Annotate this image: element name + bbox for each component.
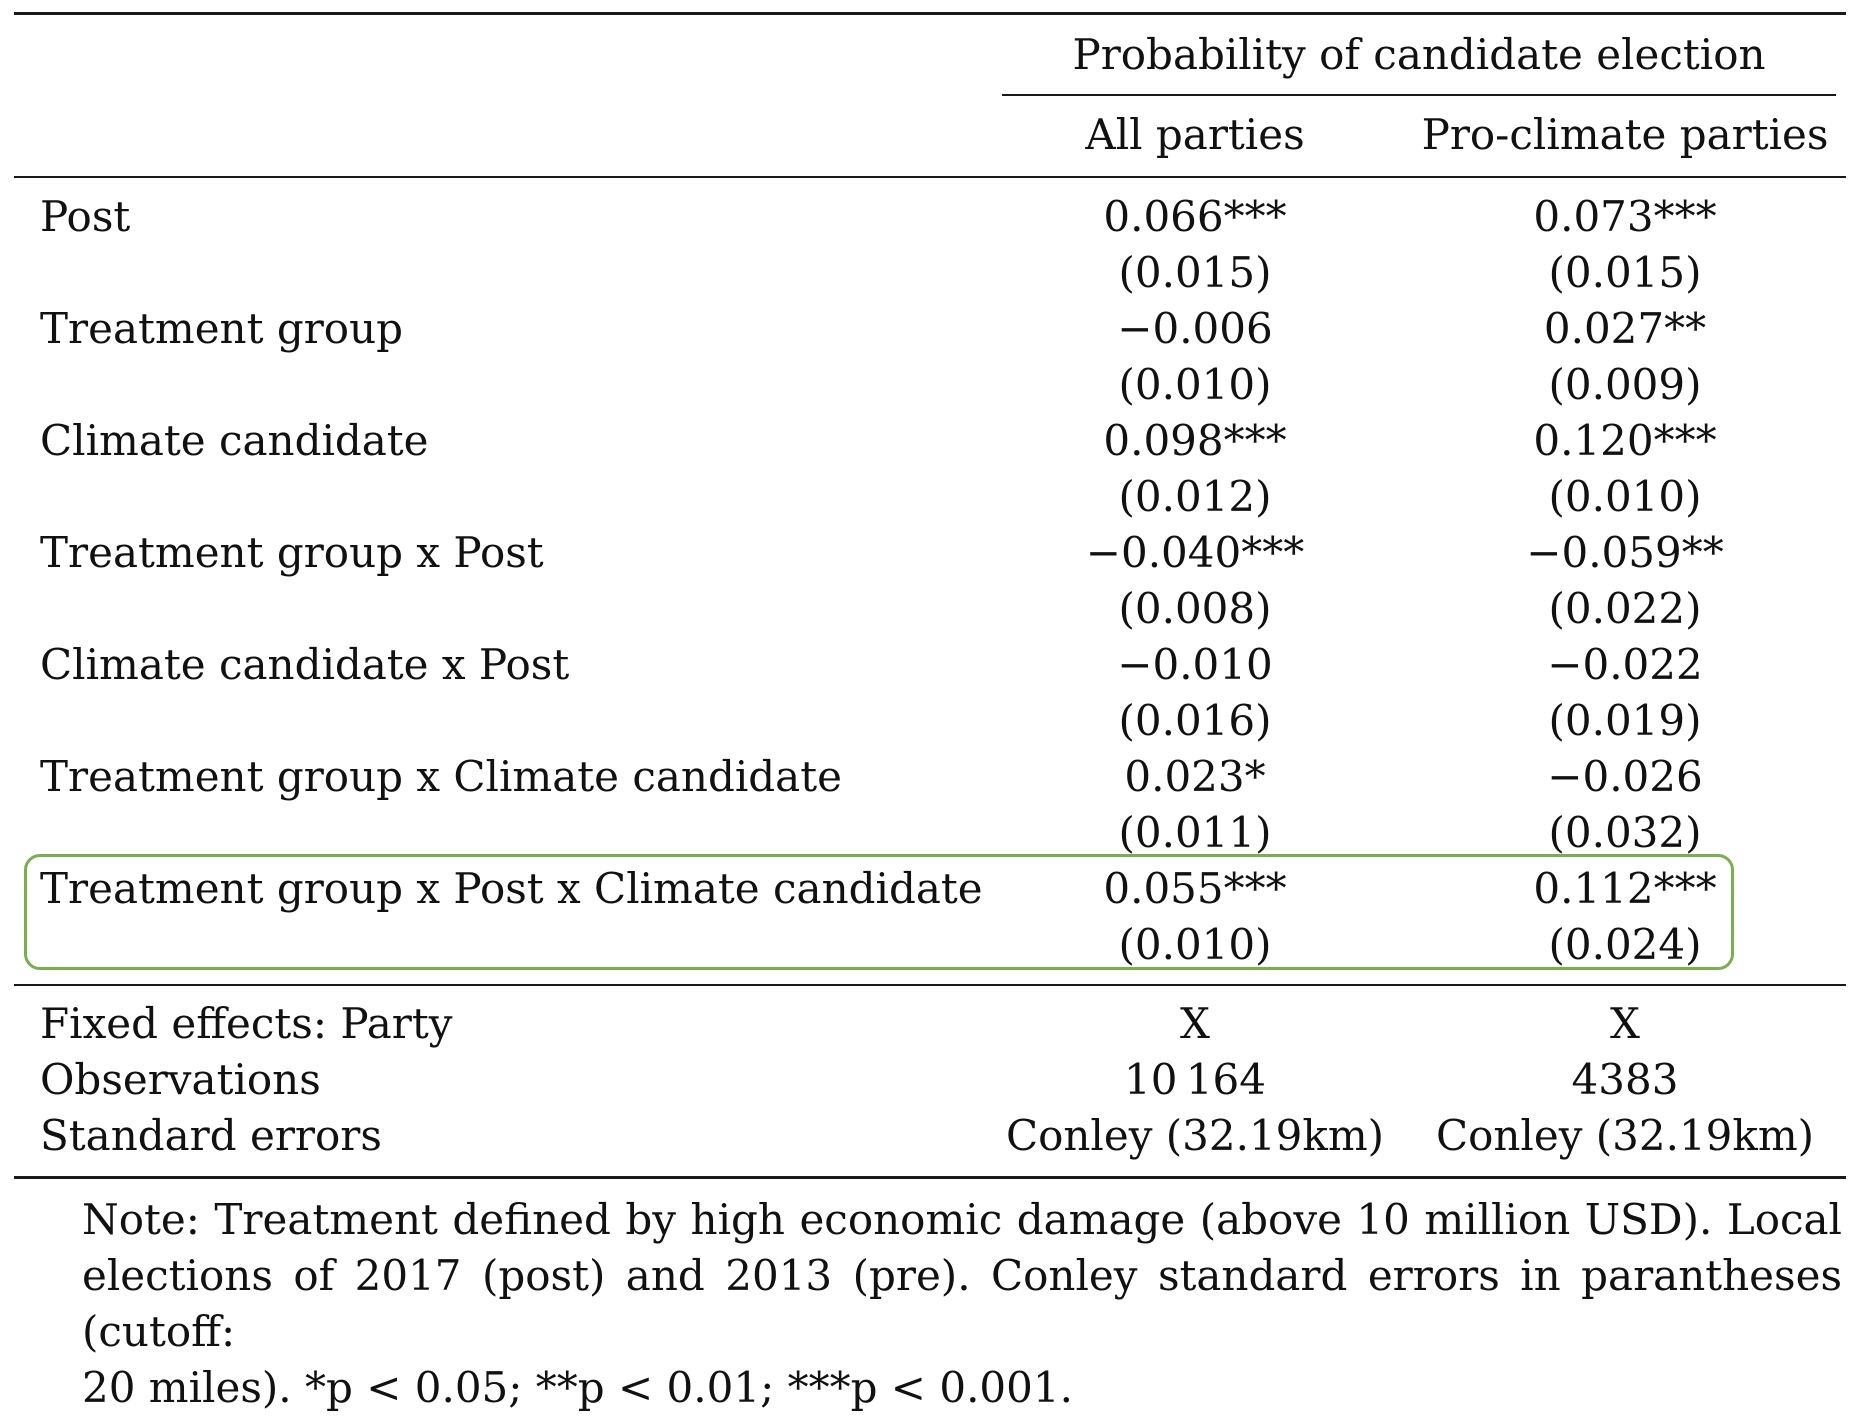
se-cell: (0.010) [1118, 920, 1272, 969]
footer-cell: Conley (32.19km) [1005, 1111, 1385, 1160]
se-cell: (0.008) [1118, 584, 1272, 633]
coef-cell: −0.006 [1117, 304, 1273, 353]
body-bottom-rule [14, 984, 1846, 986]
se-cell: (0.015) [1548, 248, 1702, 297]
top-rule [14, 12, 1846, 15]
se-cell: (0.032) [1548, 808, 1702, 857]
row-label: Treatment group [40, 304, 404, 353]
coef-cell: −0.059** [1526, 528, 1724, 577]
coef-cell: 0.055*** [1103, 864, 1287, 913]
se-cell: (0.024) [1548, 920, 1702, 969]
column-header-pro-climate: Pro-climate parties [1421, 110, 1829, 159]
se-cell: (0.011) [1118, 808, 1272, 857]
coef-cell: 0.066*** [1103, 192, 1287, 241]
coef-cell: 0.098*** [1103, 416, 1287, 465]
coef-cell: 0.023* [1124, 752, 1266, 801]
row-label: Climate candidate [40, 416, 429, 465]
se-cell: (0.009) [1548, 360, 1702, 409]
coef-cell: −0.040*** [1085, 528, 1305, 577]
row-label: Climate candidate x Post [40, 640, 570, 689]
coef-cell: 0.027** [1543, 304, 1707, 353]
coef-cell: 0.073*** [1533, 192, 1717, 241]
note-line: elections of 2017 (post) and 2013 (pre).… [82, 1251, 1842, 1356]
se-cell: (0.010) [1118, 360, 1272, 409]
row-label: Post [40, 192, 131, 241]
se-cell: (0.015) [1118, 248, 1272, 297]
footer-label: Observations [40, 1055, 321, 1104]
highlight-box [24, 854, 1734, 970]
note-line: Note: Treatment defined by high economic… [82, 1195, 1842, 1244]
row-label: Treatment group x Post [40, 528, 544, 577]
footer-cell: 10 164 [1124, 1055, 1266, 1104]
group-header: Probability of candidate election [1072, 30, 1766, 79]
se-cell: (0.019) [1548, 696, 1702, 745]
se-cell: (0.016) [1118, 696, 1272, 745]
coef-cell: 0.120*** [1533, 416, 1717, 465]
group-header-rule [1002, 94, 1836, 96]
footer-label: Standard errors [40, 1111, 382, 1160]
footer-cell: Conley (32.19km) [1435, 1111, 1815, 1160]
coef-cell: 0.112*** [1533, 864, 1717, 913]
table-note: Note: Treatment defined by high economic… [82, 1192, 1842, 1416]
footer-label: Fixed effects: Party [40, 999, 453, 1048]
se-cell: (0.012) [1118, 472, 1272, 521]
footer-cell: X [1180, 999, 1210, 1048]
row-label: Treatment group x Climate candidate [40, 752, 842, 801]
coef-cell: −0.026 [1547, 752, 1703, 801]
table-bottom-rule [14, 1176, 1846, 1179]
coef-cell: −0.010 [1117, 640, 1273, 689]
header-bottom-rule [14, 176, 1846, 178]
column-header-all-parties: All parties [1085, 110, 1305, 159]
se-cell: (0.022) [1548, 584, 1702, 633]
note-line: 20 miles). *p < 0.05; **p < 0.01; ***p <… [82, 1363, 1073, 1412]
row-label: Treatment group x Post x Climate candida… [40, 864, 983, 913]
coef-cell: −0.022 [1547, 640, 1703, 689]
footer-cell: X [1610, 999, 1640, 1048]
footer-cell: 4383 [1571, 1055, 1679, 1104]
se-cell: (0.010) [1548, 472, 1702, 521]
